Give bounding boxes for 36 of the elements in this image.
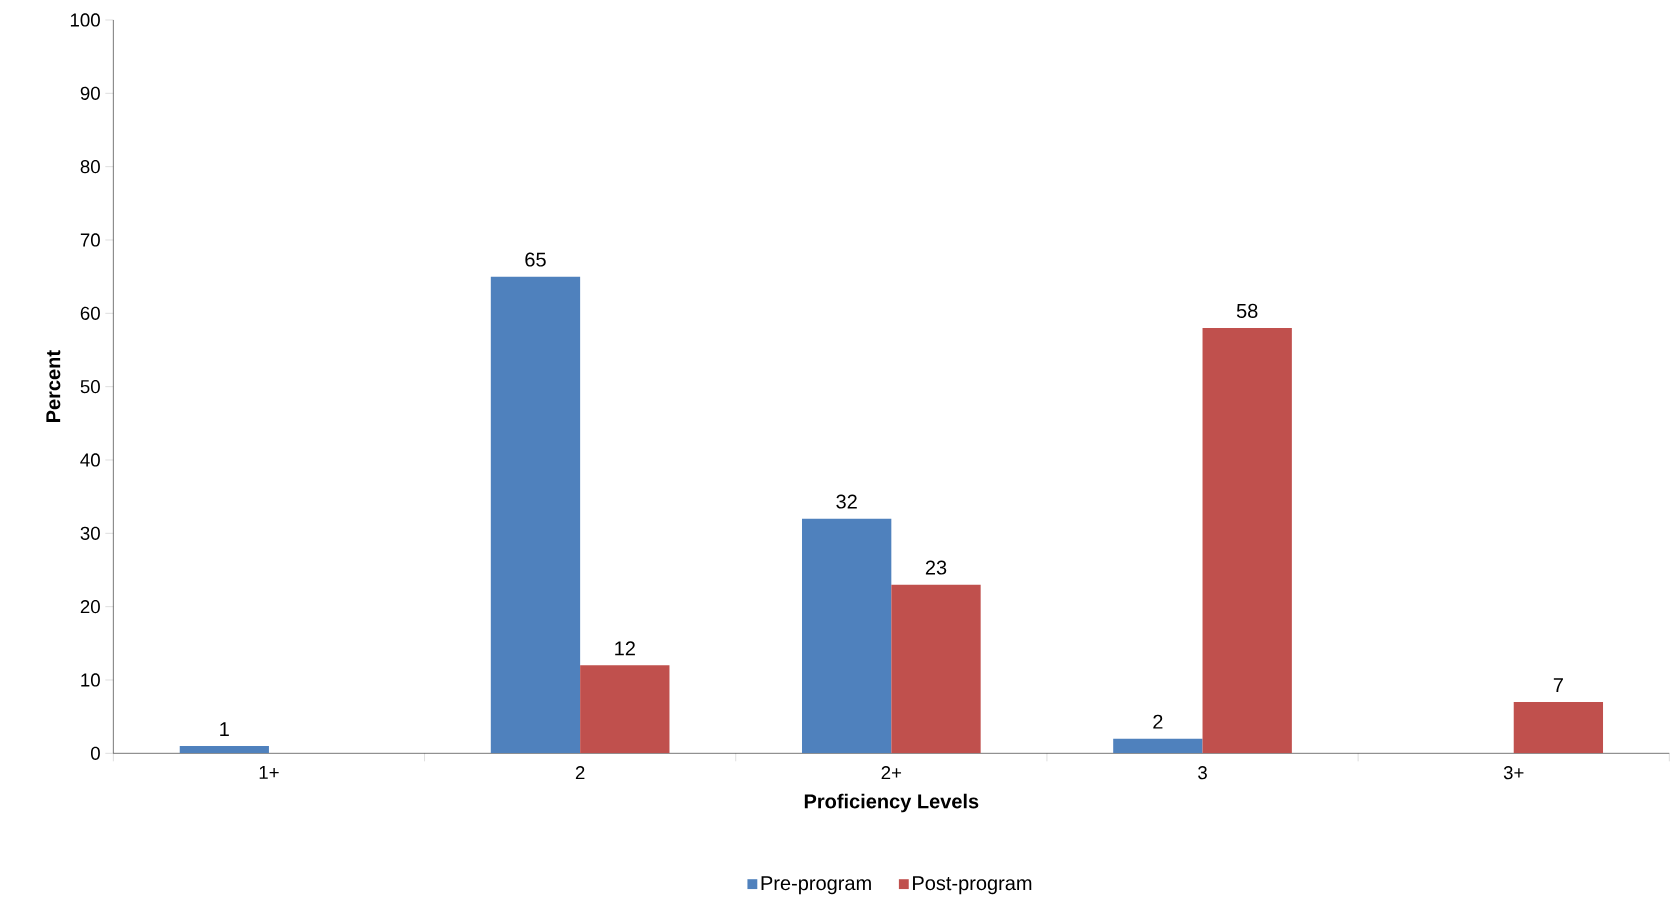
- y-tick-label: 10: [81, 673, 100, 687]
- bar: [891, 584, 981, 754]
- bar: [1113, 738, 1203, 754]
- bar: [1202, 327, 1292, 754]
- y-tick-label: 100: [70, 13, 100, 27]
- y-tick-label: 80: [80, 160, 100, 174]
- bar: [802, 518, 892, 754]
- data-label: 65: [525, 252, 546, 267]
- x-tick-label: 3: [1198, 766, 1207, 780]
- bar: [580, 665, 670, 754]
- legend-label: Pre-program: [761, 876, 871, 895]
- bar: [490, 276, 581, 754]
- x-tick-label: 2+: [881, 766, 902, 780]
- y-tick-label: 90: [80, 86, 100, 100]
- y-tick-label: 60: [80, 306, 100, 320]
- x-tick-label: 2: [575, 766, 585, 780]
- data-label: 32: [836, 494, 857, 509]
- data-label: 1: [220, 722, 229, 736]
- data-label: 12: [615, 641, 635, 656]
- y-tick-label: 20: [80, 600, 100, 614]
- data-label: 23: [925, 560, 947, 575]
- data-label: 58: [1236, 303, 1258, 318]
- bar: [179, 745, 269, 754]
- x-tick-label: 1+: [259, 766, 279, 779]
- x-tick-label: 3+: [1503, 766, 1524, 780]
- y-tick-label: 50: [80, 380, 100, 394]
- y-tick-label: 70: [80, 233, 100, 247]
- x-axis-title: Proficiency Levels: [804, 793, 979, 813]
- y-tick-label: 30: [80, 526, 100, 540]
- y-axis-title: Percent: [46, 350, 61, 422]
- y-tick-label: 0: [90, 746, 100, 760]
- legend-label: Post-program: [913, 876, 1032, 895]
- bar: [1513, 701, 1604, 754]
- y-tick-label: 40: [80, 453, 100, 467]
- data-label: 7: [1553, 678, 1563, 692]
- data-label: 2: [1153, 714, 1163, 729]
